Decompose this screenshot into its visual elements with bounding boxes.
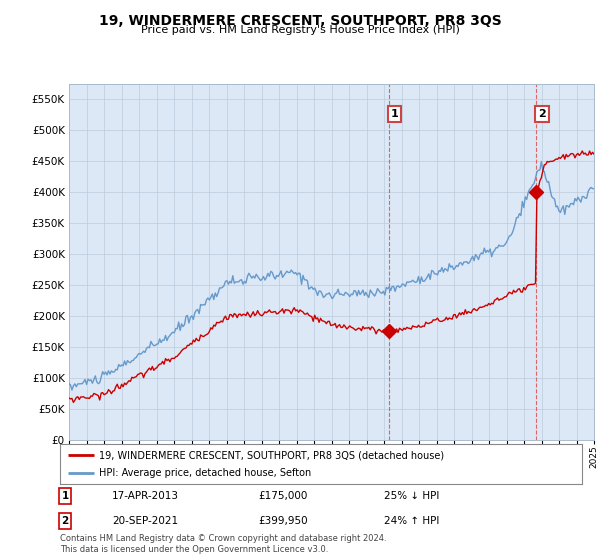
Text: Price paid vs. HM Land Registry's House Price Index (HPI): Price paid vs. HM Land Registry's House … xyxy=(140,25,460,35)
Text: £399,950: £399,950 xyxy=(259,516,308,526)
Text: 1: 1 xyxy=(62,491,69,501)
Text: £175,000: £175,000 xyxy=(259,491,308,501)
Text: 25% ↓ HPI: 25% ↓ HPI xyxy=(383,491,439,501)
Text: 24% ↑ HPI: 24% ↑ HPI xyxy=(383,516,439,526)
Text: 1: 1 xyxy=(391,109,398,119)
Text: 20-SEP-2021: 20-SEP-2021 xyxy=(112,516,178,526)
Text: 19, WINDERMERE CRESCENT, SOUTHPORT, PR8 3QS (detached house): 19, WINDERMERE CRESCENT, SOUTHPORT, PR8 … xyxy=(99,450,444,460)
Text: 19, WINDERMERE CRESCENT, SOUTHPORT, PR8 3QS: 19, WINDERMERE CRESCENT, SOUTHPORT, PR8 … xyxy=(98,14,502,28)
Text: 2: 2 xyxy=(62,516,69,526)
Text: HPI: Average price, detached house, Sefton: HPI: Average price, detached house, Seft… xyxy=(99,468,311,478)
Text: Contains HM Land Registry data © Crown copyright and database right 2024.
This d: Contains HM Land Registry data © Crown c… xyxy=(60,534,386,554)
Text: 17-APR-2013: 17-APR-2013 xyxy=(112,491,179,501)
Text: 2: 2 xyxy=(538,109,546,119)
